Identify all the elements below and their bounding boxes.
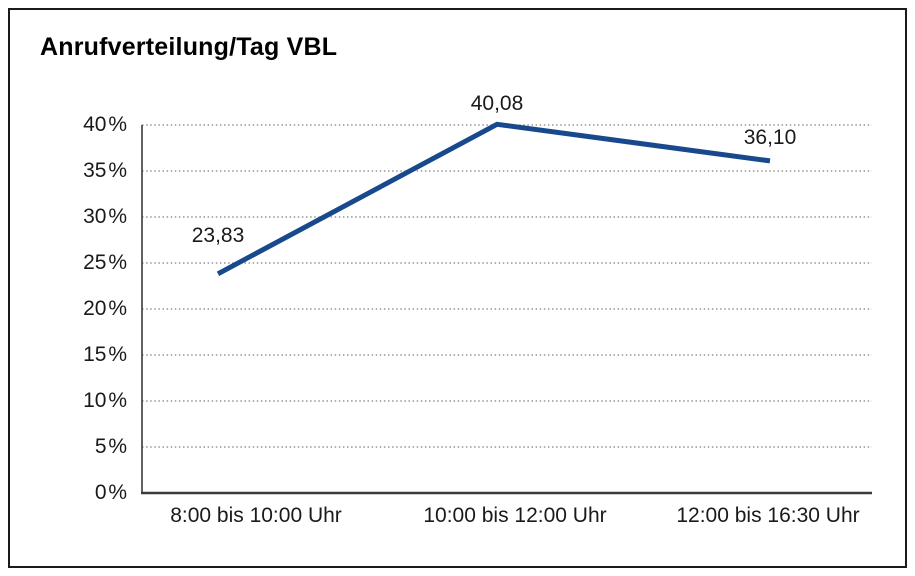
y-tick-label-10: 10 %	[83, 389, 127, 412]
chart-frame-border	[8, 8, 907, 568]
data-point-label-1: 23,83	[191, 223, 245, 247]
y-tick-label-40: 40 %	[83, 113, 127, 136]
data-point-label-2: 40,08	[470, 92, 524, 116]
y-tick-label-30: 30 %	[83, 205, 127, 228]
chart-title: Anrufverteilung/Tag VBL	[40, 33, 338, 61]
x-category-label-3: 12:00 bis 16:30 Uhr	[676, 504, 860, 527]
data-point-label-3: 36,10	[743, 125, 797, 149]
x-category-label-2: 10:00 bis 12:00 Uhr	[423, 504, 607, 527]
y-tick-label-25: 25 %	[83, 251, 127, 274]
y-tick-label-15: 15 %	[83, 343, 127, 366]
y-tick-label-5: 5 %	[94, 435, 127, 458]
y-tick-label-0: 0 %	[94, 481, 127, 504]
series-line	[216, 121, 771, 277]
x-category-label-1: 8:00 bis 10:00 Uhr	[170, 504, 342, 527]
y-tick-label-20: 20 %	[83, 297, 127, 320]
y-tick-label-35: 35 %	[83, 159, 127, 182]
